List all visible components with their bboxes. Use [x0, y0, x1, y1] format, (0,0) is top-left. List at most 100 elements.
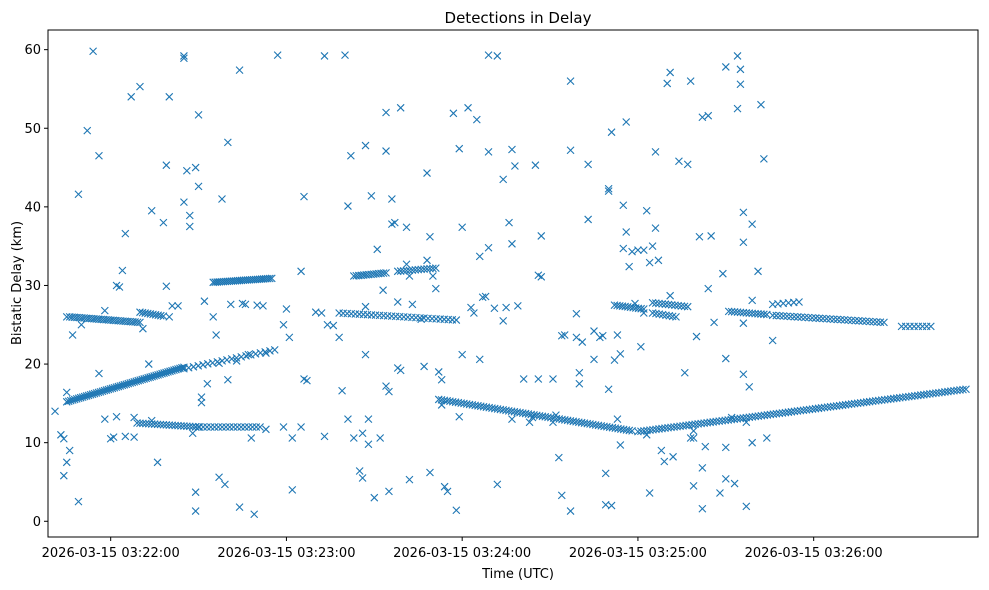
detection-point	[379, 286, 387, 295]
x-tick-label: 2026-03-15 03:25:00	[569, 546, 707, 561]
detection-point	[361, 141, 370, 150]
detection-point	[472, 115, 481, 124]
detection-point	[385, 387, 393, 396]
detection-point	[680, 368, 689, 377]
detection-point	[613, 415, 622, 423]
detection-point	[499, 175, 508, 184]
detection-point	[616, 441, 625, 449]
detection-point	[631, 299, 639, 308]
detection-point	[721, 474, 730, 483]
detection-point	[100, 415, 109, 423]
detection-point	[59, 434, 68, 443]
detection-point	[661, 300, 670, 309]
detection-point	[200, 297, 209, 306]
detection-point	[405, 272, 414, 280]
detection-point	[162, 421, 171, 429]
detection-point	[288, 434, 297, 442]
detection-point	[616, 349, 625, 358]
detection-point	[826, 315, 835, 323]
detection-point	[666, 68, 675, 77]
detection-point	[62, 313, 71, 321]
detection-point	[180, 54, 188, 63]
detection-point	[251, 350, 260, 358]
detection-point	[215, 473, 223, 482]
detection-point	[62, 388, 71, 397]
detection-point	[241, 300, 250, 309]
detection-point	[651, 299, 660, 308]
detection-point	[417, 315, 426, 324]
detection-point	[279, 423, 288, 431]
detection-point	[698, 463, 707, 472]
detection-point	[572, 333, 581, 342]
detection-point	[358, 429, 367, 438]
detection-point	[282, 305, 291, 313]
detection-point	[625, 262, 634, 271]
detection-point	[449, 109, 458, 118]
detection-point	[443, 487, 452, 496]
detection-point	[185, 222, 194, 231]
detection-point	[622, 228, 631, 236]
detection-point	[440, 482, 449, 491]
detection-point	[872, 318, 881, 326]
detection-point	[232, 357, 241, 365]
detection-point	[797, 313, 806, 322]
detection-point	[127, 92, 136, 101]
detection-point	[783, 312, 791, 321]
detection-point	[118, 266, 127, 275]
detection-point	[184, 363, 193, 372]
detection-point	[636, 342, 645, 351]
detection-point	[59, 471, 68, 480]
detection-point	[695, 232, 704, 241]
detection-point	[218, 195, 226, 203]
detection-point	[736, 80, 745, 89]
detection-point	[698, 113, 707, 122]
detection-point	[349, 434, 358, 442]
detection-point	[648, 242, 657, 251]
detection-point	[317, 309, 326, 317]
detection-point	[793, 313, 802, 321]
detection-point	[759, 310, 768, 319]
detection-point	[364, 415, 373, 423]
detection-point	[199, 423, 208, 431]
detection-point	[262, 349, 270, 357]
detection-point	[566, 507, 575, 515]
detection-point	[244, 350, 253, 359]
detection-point	[674, 301, 683, 310]
detection-point	[607, 501, 616, 510]
detection-point	[880, 318, 888, 327]
detection-point	[858, 317, 867, 325]
detection-point	[262, 425, 270, 434]
detection-point	[651, 147, 660, 156]
detection-point	[180, 52, 188, 60]
detection-point	[379, 269, 388, 278]
detection-point	[484, 243, 493, 252]
detection-point	[704, 284, 713, 293]
detection-point	[575, 368, 584, 377]
detection-point	[212, 331, 221, 339]
detection-point	[270, 346, 279, 354]
detection-point	[256, 423, 264, 431]
detection-point	[235, 66, 244, 74]
detection-point	[604, 184, 613, 193]
detection-point	[959, 385, 967, 394]
detection-point	[229, 423, 238, 431]
detection-point	[244, 423, 253, 431]
detection-point	[51, 407, 59, 416]
detection-point	[840, 316, 849, 324]
detection-point	[227, 354, 236, 363]
detection-point	[355, 467, 364, 475]
detection-point	[584, 160, 593, 169]
x-axis: 2026-03-15 03:22:00 2026-03-15 03:23:00 20…	[42, 537, 883, 561]
detection-point	[387, 195, 396, 203]
detection-point	[431, 264, 440, 273]
detection-point	[790, 312, 799, 321]
detection-point	[854, 316, 863, 325]
detection-point	[191, 423, 200, 431]
detection-point	[721, 63, 730, 71]
detection-point	[557, 491, 566, 500]
detection-point	[252, 423, 261, 431]
detection-point	[361, 350, 370, 359]
detection-point	[191, 163, 200, 172]
detection-point	[508, 145, 516, 154]
detection-point	[727, 413, 736, 422]
